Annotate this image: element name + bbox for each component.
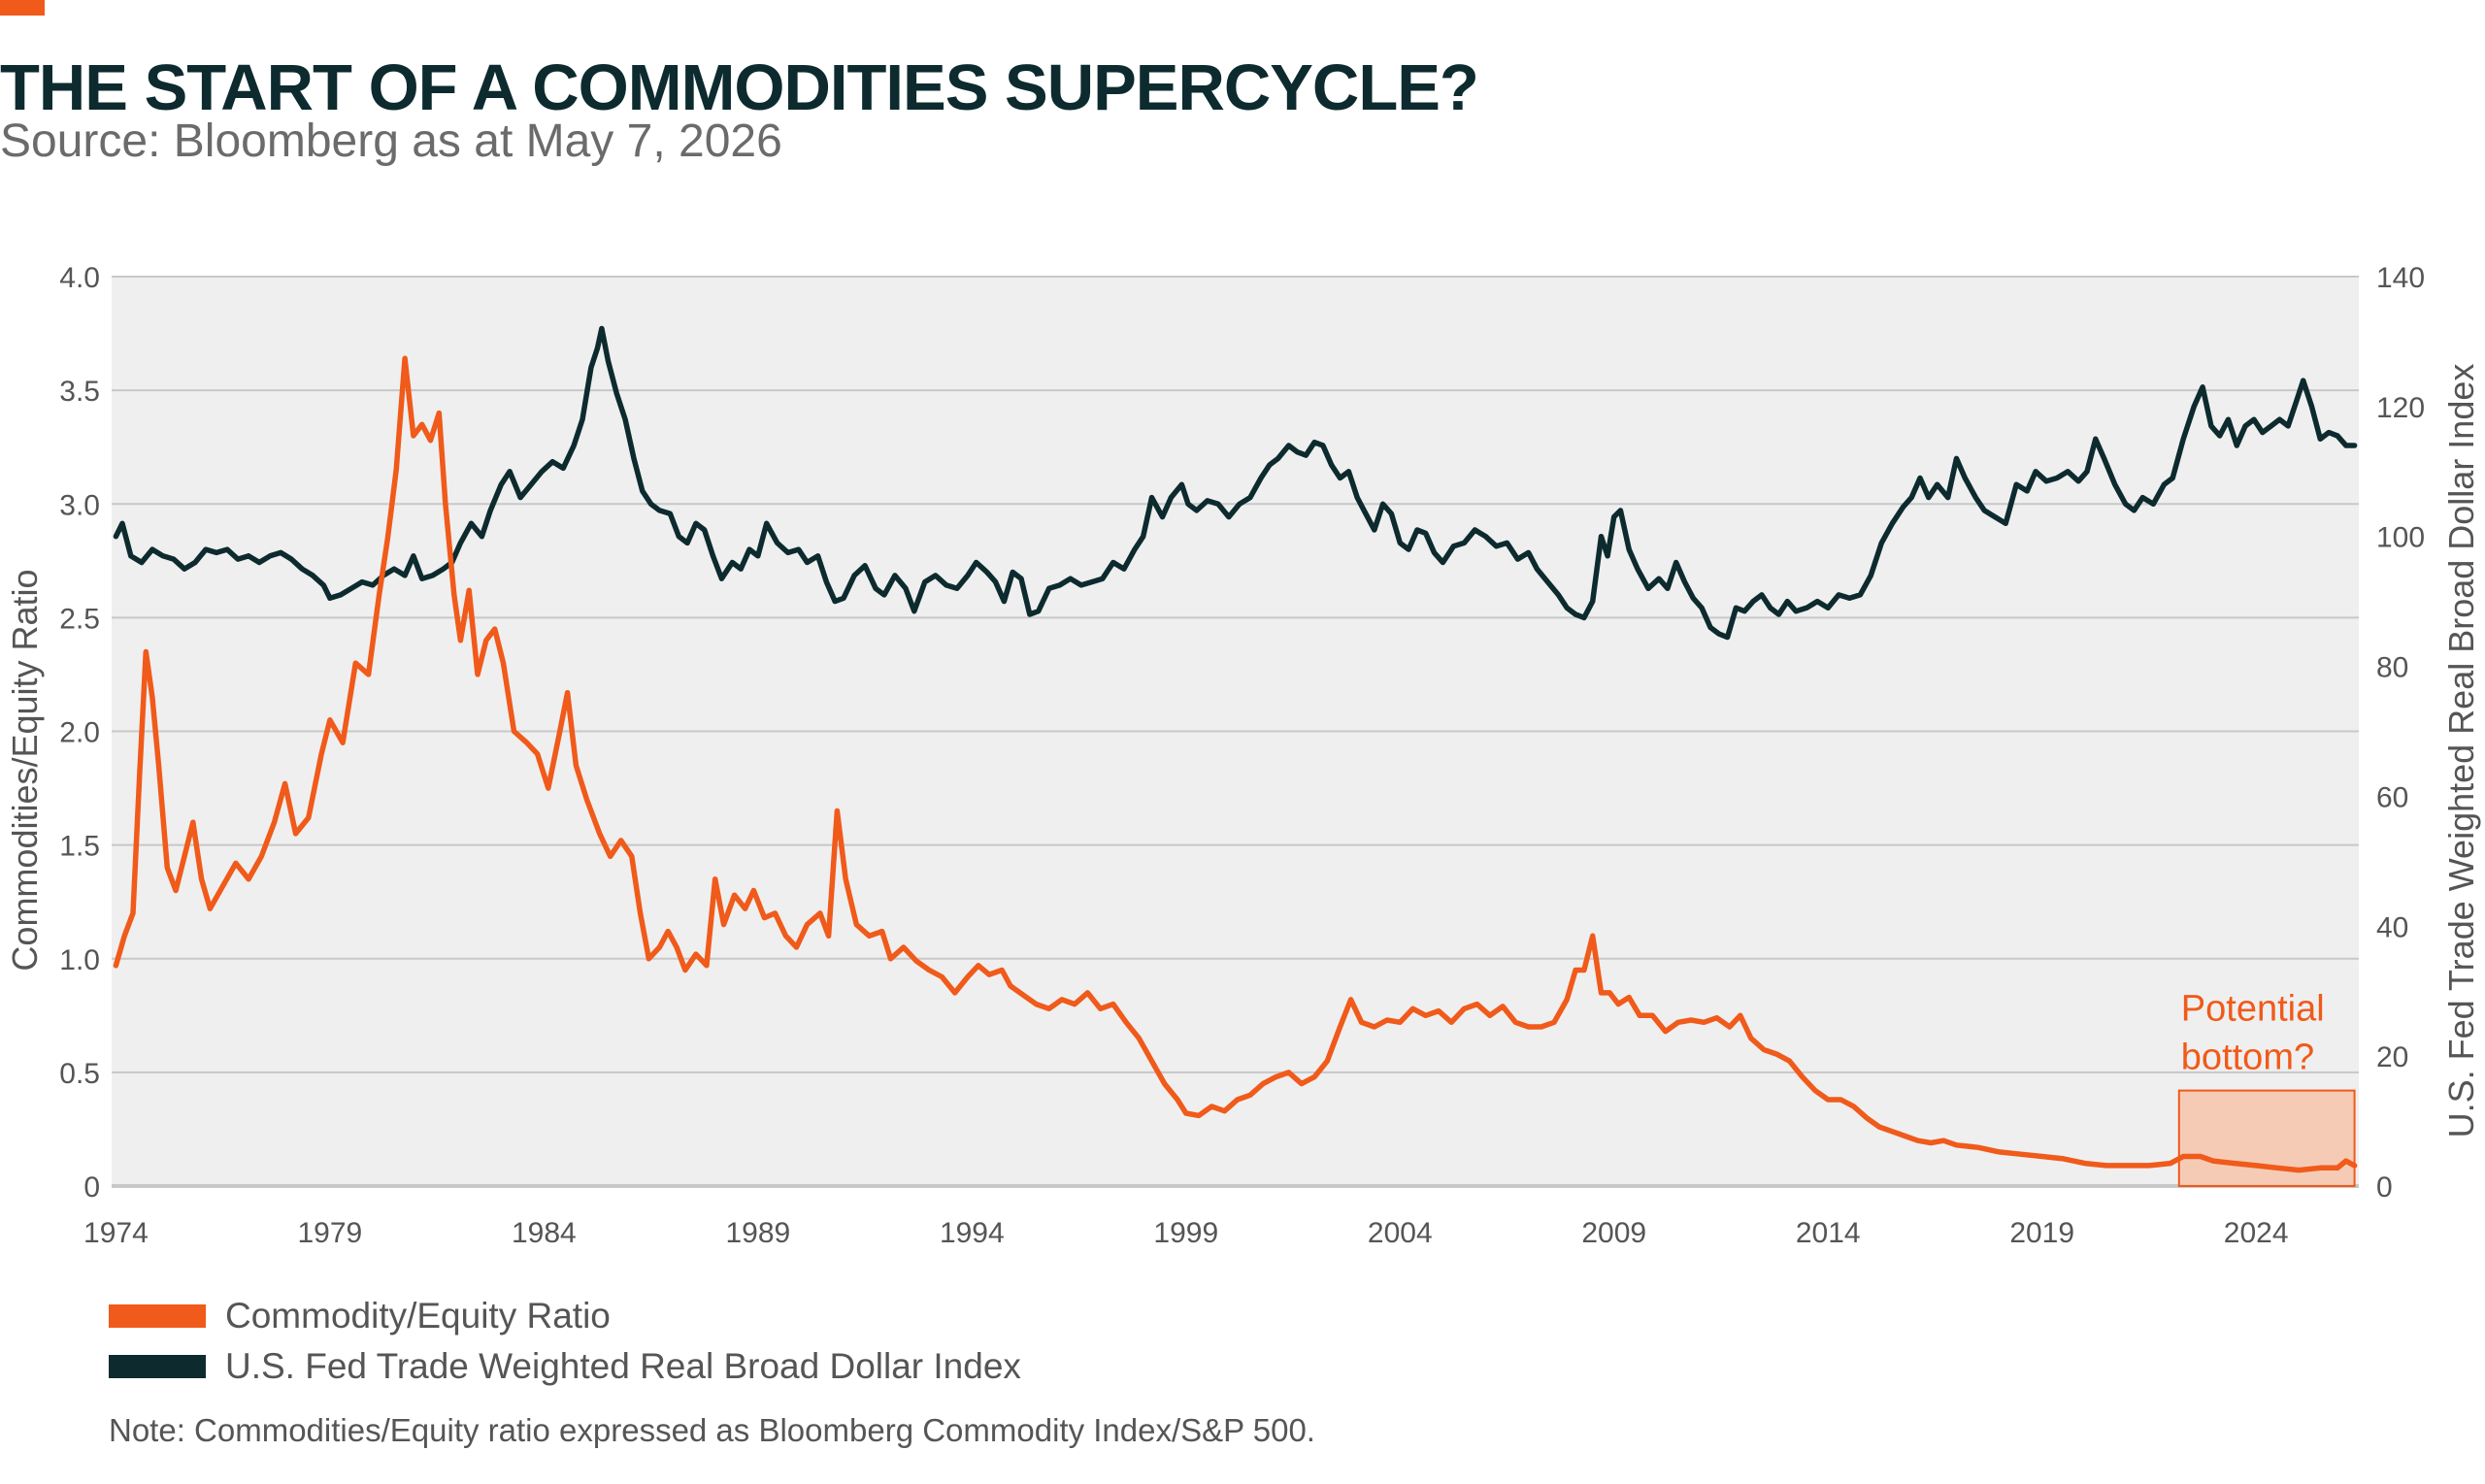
left-axis-tick-label: 4.0: [59, 262, 100, 294]
left-axis-ticks: 0 0.5 1.0 1.5 2.0 2.5 3.0 3.5 4.0: [59, 262, 100, 1204]
right-axis-title: U.S. Fed Trade Weighted Real Broad Dolla…: [2441, 364, 2481, 1138]
dollar-index-line: [113, 325, 2358, 641]
legend-swatch-commodity: [109, 1304, 206, 1328]
left-axis-tick-label: 3.5: [59, 376, 100, 408]
series-lines: [113, 325, 2358, 1173]
legend-item-commodity: Commodity/Equity Ratio: [109, 1291, 1021, 1341]
x-axis-tick-label: 2019: [2009, 1217, 2074, 1249]
chart-title: THE START OF A COMMODITIES SUPERCYCLE?: [0, 51, 1479, 124]
commodity-equity-ratio-line: [113, 355, 2358, 1173]
x-axis-tick-label: 1994: [940, 1217, 1005, 1249]
right-axis-tick-label: 60: [2376, 781, 2408, 813]
x-axis-tick-label: 1974: [83, 1217, 149, 1249]
right-axis-ticks: 0 20 40 60 80 100 120 140: [2376, 262, 2425, 1204]
annotation-text-group: Potential bottom?: [2181, 989, 2325, 1078]
left-axis-tick-label: 2.5: [59, 603, 100, 635]
annotation-label: Potential: [2181, 989, 2325, 1030]
legend: Commodity/Equity Ratio U.S. Fed Trade We…: [109, 1291, 1021, 1392]
dual-axis-line-chart: 0 0.5 1.0 1.5 2.0 2.5 3.0 3.5 4.0 0 20 40 60 80 100 12…: [5, 262, 2481, 1249]
potential-bottom-highlight: [2177, 1089, 2356, 1187]
accent-bar: [0, 0, 45, 16]
gridlines: [112, 276, 2359, 1188]
left-axis-tick-label: 0: [83, 1171, 100, 1204]
chart-note: Note: Commodities/Equity ratio expressed…: [109, 1412, 1315, 1448]
right-axis-tick-label: 140: [2376, 262, 2425, 294]
x-axis-tick-label: 1979: [298, 1217, 363, 1249]
right-axis-tick-label: 80: [2376, 652, 2408, 684]
x-axis-tick-label: 1984: [512, 1217, 577, 1249]
left-axis-tick-label: 1.0: [59, 944, 100, 976]
legend-swatch-dollar-index: [109, 1355, 206, 1378]
legend-label-commodity: Commodity/Equity Ratio: [225, 1296, 611, 1336]
right-axis-tick-label: 120: [2376, 392, 2425, 424]
x-axis-tick-label: 1999: [1153, 1217, 1218, 1249]
annotation-label: bottom?: [2181, 1038, 2314, 1078]
left-axis-tick-label: 3.0: [59, 489, 100, 521]
left-axis-tick-label: 2.0: [59, 717, 100, 749]
legend-label-dollar-index: U.S. Fed Trade Weighted Real Broad Dolla…: [225, 1346, 1021, 1386]
left-axis-title: Commodities/Equity Ratio: [5, 569, 45, 971]
highlight-region-group: [2177, 1089, 2356, 1187]
right-axis-tick-label: 40: [2376, 911, 2408, 943]
legend-item-dollar-index: U.S. Fed Trade Weighted Real Broad Dolla…: [109, 1341, 1021, 1392]
x-axis-tick-label: 1989: [725, 1217, 790, 1249]
left-axis-tick-label: 1.5: [59, 831, 100, 863]
x-axis-tick-label: 2014: [1796, 1217, 1861, 1249]
x-axis-tick-label: 2004: [1368, 1217, 1433, 1249]
right-axis-tick-label: 0: [2376, 1171, 2393, 1204]
x-axis-ticks: 1974 1979 1984 1989 1994 1999 2004 2009 2014 2019…: [83, 1217, 2289, 1249]
right-axis-tick-label: 100: [2376, 522, 2425, 554]
x-axis-tick-label: 2009: [1581, 1217, 1646, 1249]
chart-subtitle: Source: Bloomberg as at May 7, 2026: [0, 115, 782, 167]
left-axis-tick-label: 0.5: [59, 1058, 100, 1090]
x-axis-tick-label: 2024: [2224, 1217, 2289, 1249]
axis-titles: Commodities/Equity Ratio U.S. Fed Trade W…: [5, 364, 2481, 1138]
right-axis-tick-label: 20: [2376, 1041, 2408, 1073]
